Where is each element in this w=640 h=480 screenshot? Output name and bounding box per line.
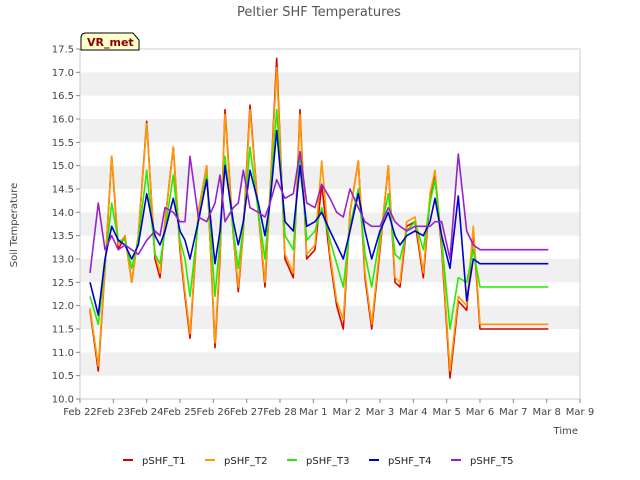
series-line-pSHF_T3 xyxy=(89,108,549,330)
y-tick-label: 14.0 xyxy=(52,208,74,219)
x-tick-label: Feb 22 xyxy=(63,407,97,418)
series-line-pSHF_T4 xyxy=(89,129,549,316)
y-tick-label: 11.0 xyxy=(52,348,74,359)
x-tick-label: Mar 8 xyxy=(532,407,560,418)
y-tick-label: 12.5 xyxy=(52,278,74,289)
badge-shape xyxy=(80,32,140,51)
y-tick-label: 10.0 xyxy=(52,395,74,406)
legend-label-pSHF_T2: pSHF_T2 xyxy=(224,456,267,467)
badge-label: VR_met xyxy=(87,36,134,49)
x-tick-label: Feb 25 xyxy=(163,407,197,418)
grid-band xyxy=(80,352,580,376)
grid-band xyxy=(80,259,580,283)
x-tick-label: Mar 2 xyxy=(332,407,360,418)
grid-band xyxy=(80,119,580,143)
grid-band xyxy=(80,305,580,329)
legend: pSHF_T1 pSHF_T2 pSHF_T3 pSHF_T4 pSHF_T5 xyxy=(123,456,513,467)
grid-band xyxy=(80,189,580,213)
x-axis-label: Time xyxy=(553,426,578,437)
grid-band xyxy=(80,165,580,189)
legend-label-pSHF_T4: pSHF_T4 xyxy=(388,456,431,467)
y-tick-label: 16.0 xyxy=(52,115,74,126)
y-axis-label: Soil Temperature xyxy=(9,183,20,268)
x-tick-label: Feb 23 xyxy=(97,407,131,418)
y-tick-label: 15.5 xyxy=(52,138,74,149)
x-tick-label: Mar 7 xyxy=(499,407,527,418)
grid-band xyxy=(80,49,580,73)
y-tick-label: 10.5 xyxy=(52,371,74,382)
grid-band xyxy=(80,72,580,96)
x-tick-label: Mar 1 xyxy=(299,407,327,418)
x-tick-label: Feb 26 xyxy=(197,407,231,418)
grid-band xyxy=(80,142,580,166)
y-tick-label: 12.0 xyxy=(52,301,74,312)
grid-band xyxy=(80,95,580,119)
y-tick-label: 13.0 xyxy=(52,255,74,266)
x-tick-label: Mar 6 xyxy=(466,407,494,418)
x-tick-label: Mar 9 xyxy=(566,407,594,418)
grid-band xyxy=(80,329,580,353)
x-tick-label: Feb 24 xyxy=(130,407,164,418)
grid-band xyxy=(80,282,580,306)
chart-title: Peltier SHF Temperatures xyxy=(237,5,401,20)
y-tick-label: 15.0 xyxy=(52,161,74,172)
legend-label-pSHF_T1: pSHF_T1 xyxy=(142,456,185,467)
series-line-pSHF_T5 xyxy=(89,150,549,274)
x-tick-label: Mar 4 xyxy=(399,407,427,418)
y-tick-label: 17.5 xyxy=(52,45,74,56)
x-tick-label: Feb 28 xyxy=(263,407,297,418)
legend-label-pSHF_T3: pSHF_T3 xyxy=(306,456,349,467)
y-tick-label: 17.0 xyxy=(52,68,74,79)
plot-background xyxy=(80,49,580,399)
x-tick-label: Mar 5 xyxy=(432,407,460,418)
x-tick-label: Mar 3 xyxy=(366,407,394,418)
y-tick-label: 13.5 xyxy=(52,231,74,242)
y-tick-label: 14.5 xyxy=(52,185,74,196)
y-tick-label: 11.5 xyxy=(52,325,74,336)
plot-frame xyxy=(79,48,581,400)
site-badge: VR_met xyxy=(80,32,140,51)
grid-band xyxy=(80,375,580,399)
y-axis: 10.0 10.5 11.0 11.5 12.0 12.5 13.0 13.5 14.0 14.5… xyxy=(52,45,80,406)
x-tick-label: Feb 27 xyxy=(230,407,264,418)
x-axis: Feb 22 Feb 23 Feb 24 Feb 25 Feb 26 Feb 27 Feb … xyxy=(63,399,594,418)
series-lines xyxy=(89,57,549,379)
y-tick-label: 16.5 xyxy=(52,91,74,102)
legend-label-pSHF_T5: pSHF_T5 xyxy=(470,456,513,467)
